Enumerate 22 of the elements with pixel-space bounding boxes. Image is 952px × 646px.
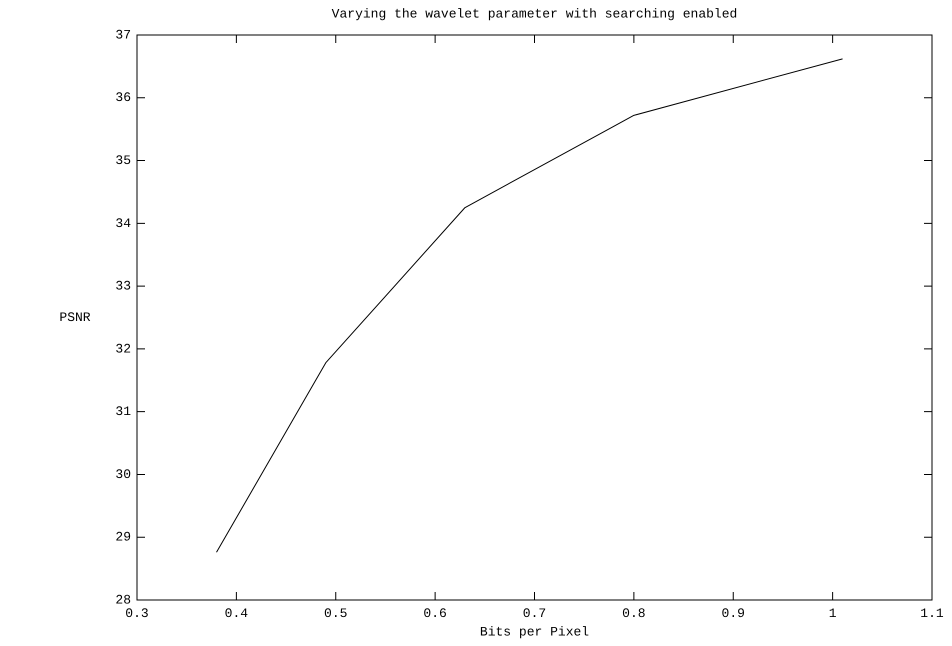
y-tick-label: 29 [115,530,131,545]
x-tick-label: 1.1 [920,606,944,622]
x-tick-label: 0.9 [722,606,745,622]
y-tick-label: 31 [115,404,132,420]
y-tick-label: 28 [115,592,131,608]
y-tick-label: 37 [115,27,131,42]
x-tick-label: 0.3 [125,606,149,622]
x-tick-label: 0.7 [522,606,546,622]
x-tick-label: 0.8 [622,606,646,622]
chart-title: Varying the wavelet parameter with searching enabled [332,6,738,22]
y-tick-label: 32 [115,341,131,356]
y-axis-title: PSNR [59,310,91,325]
y-tick-label: 36 [115,90,131,106]
y-tick-label: 35 [115,152,131,168]
x-tick-label: 0.5 [324,606,348,622]
x-tick-label: 0.6 [423,606,447,622]
y-tick-label: 30 [115,466,131,482]
y-tick-label: 33 [115,278,131,294]
x-tick-label: 1 [828,606,837,622]
y-tick-label: 34 [115,216,132,231]
x-axis-title: Bits per Pixel [480,624,590,640]
x-tick-label: 0.4 [224,606,248,622]
